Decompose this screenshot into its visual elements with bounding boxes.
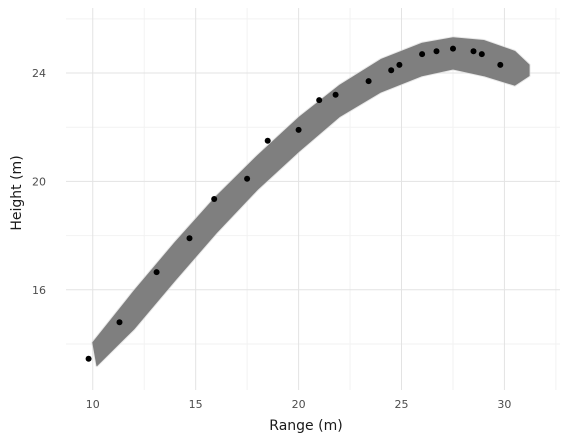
y-tick-label: 20 xyxy=(32,175,46,188)
data-point xyxy=(186,235,193,242)
data-point xyxy=(470,48,477,55)
data-point xyxy=(396,61,403,68)
x-tick-labels: 10 15 20 25 30 xyxy=(86,398,512,411)
data-point xyxy=(388,67,395,74)
observed-points xyxy=(85,45,504,362)
data-point xyxy=(419,51,426,58)
data-point xyxy=(264,137,271,144)
x-tick-label: 20 xyxy=(292,398,306,411)
data-point xyxy=(295,126,302,133)
data-point xyxy=(450,45,456,52)
x-tick-label: 10 xyxy=(86,398,100,411)
x-tick-label: 25 xyxy=(395,398,409,411)
data-point xyxy=(316,97,323,104)
data-point xyxy=(433,48,440,55)
simulated-trajectories-band xyxy=(91,36,531,368)
band-core xyxy=(92,37,530,367)
data-point xyxy=(211,196,218,202)
y-tick-labels: 16 20 24 xyxy=(32,67,46,297)
y-tick-label: 16 xyxy=(32,284,46,297)
data-point xyxy=(478,51,485,58)
data-point xyxy=(497,61,504,68)
data-point xyxy=(365,78,372,85)
x-tick-label: 30 xyxy=(497,398,511,411)
data-point xyxy=(332,91,339,98)
data-point xyxy=(116,319,123,326)
x-tick-label: 15 xyxy=(189,398,203,411)
data-point xyxy=(85,355,92,362)
data-point xyxy=(153,269,160,276)
y-axis-title: Height (m) xyxy=(9,155,25,230)
data-point xyxy=(244,175,251,182)
x-axis-title: Range (m) xyxy=(269,418,342,434)
major-gridlines xyxy=(66,8,560,390)
y-tick-label: 24 xyxy=(32,67,46,80)
